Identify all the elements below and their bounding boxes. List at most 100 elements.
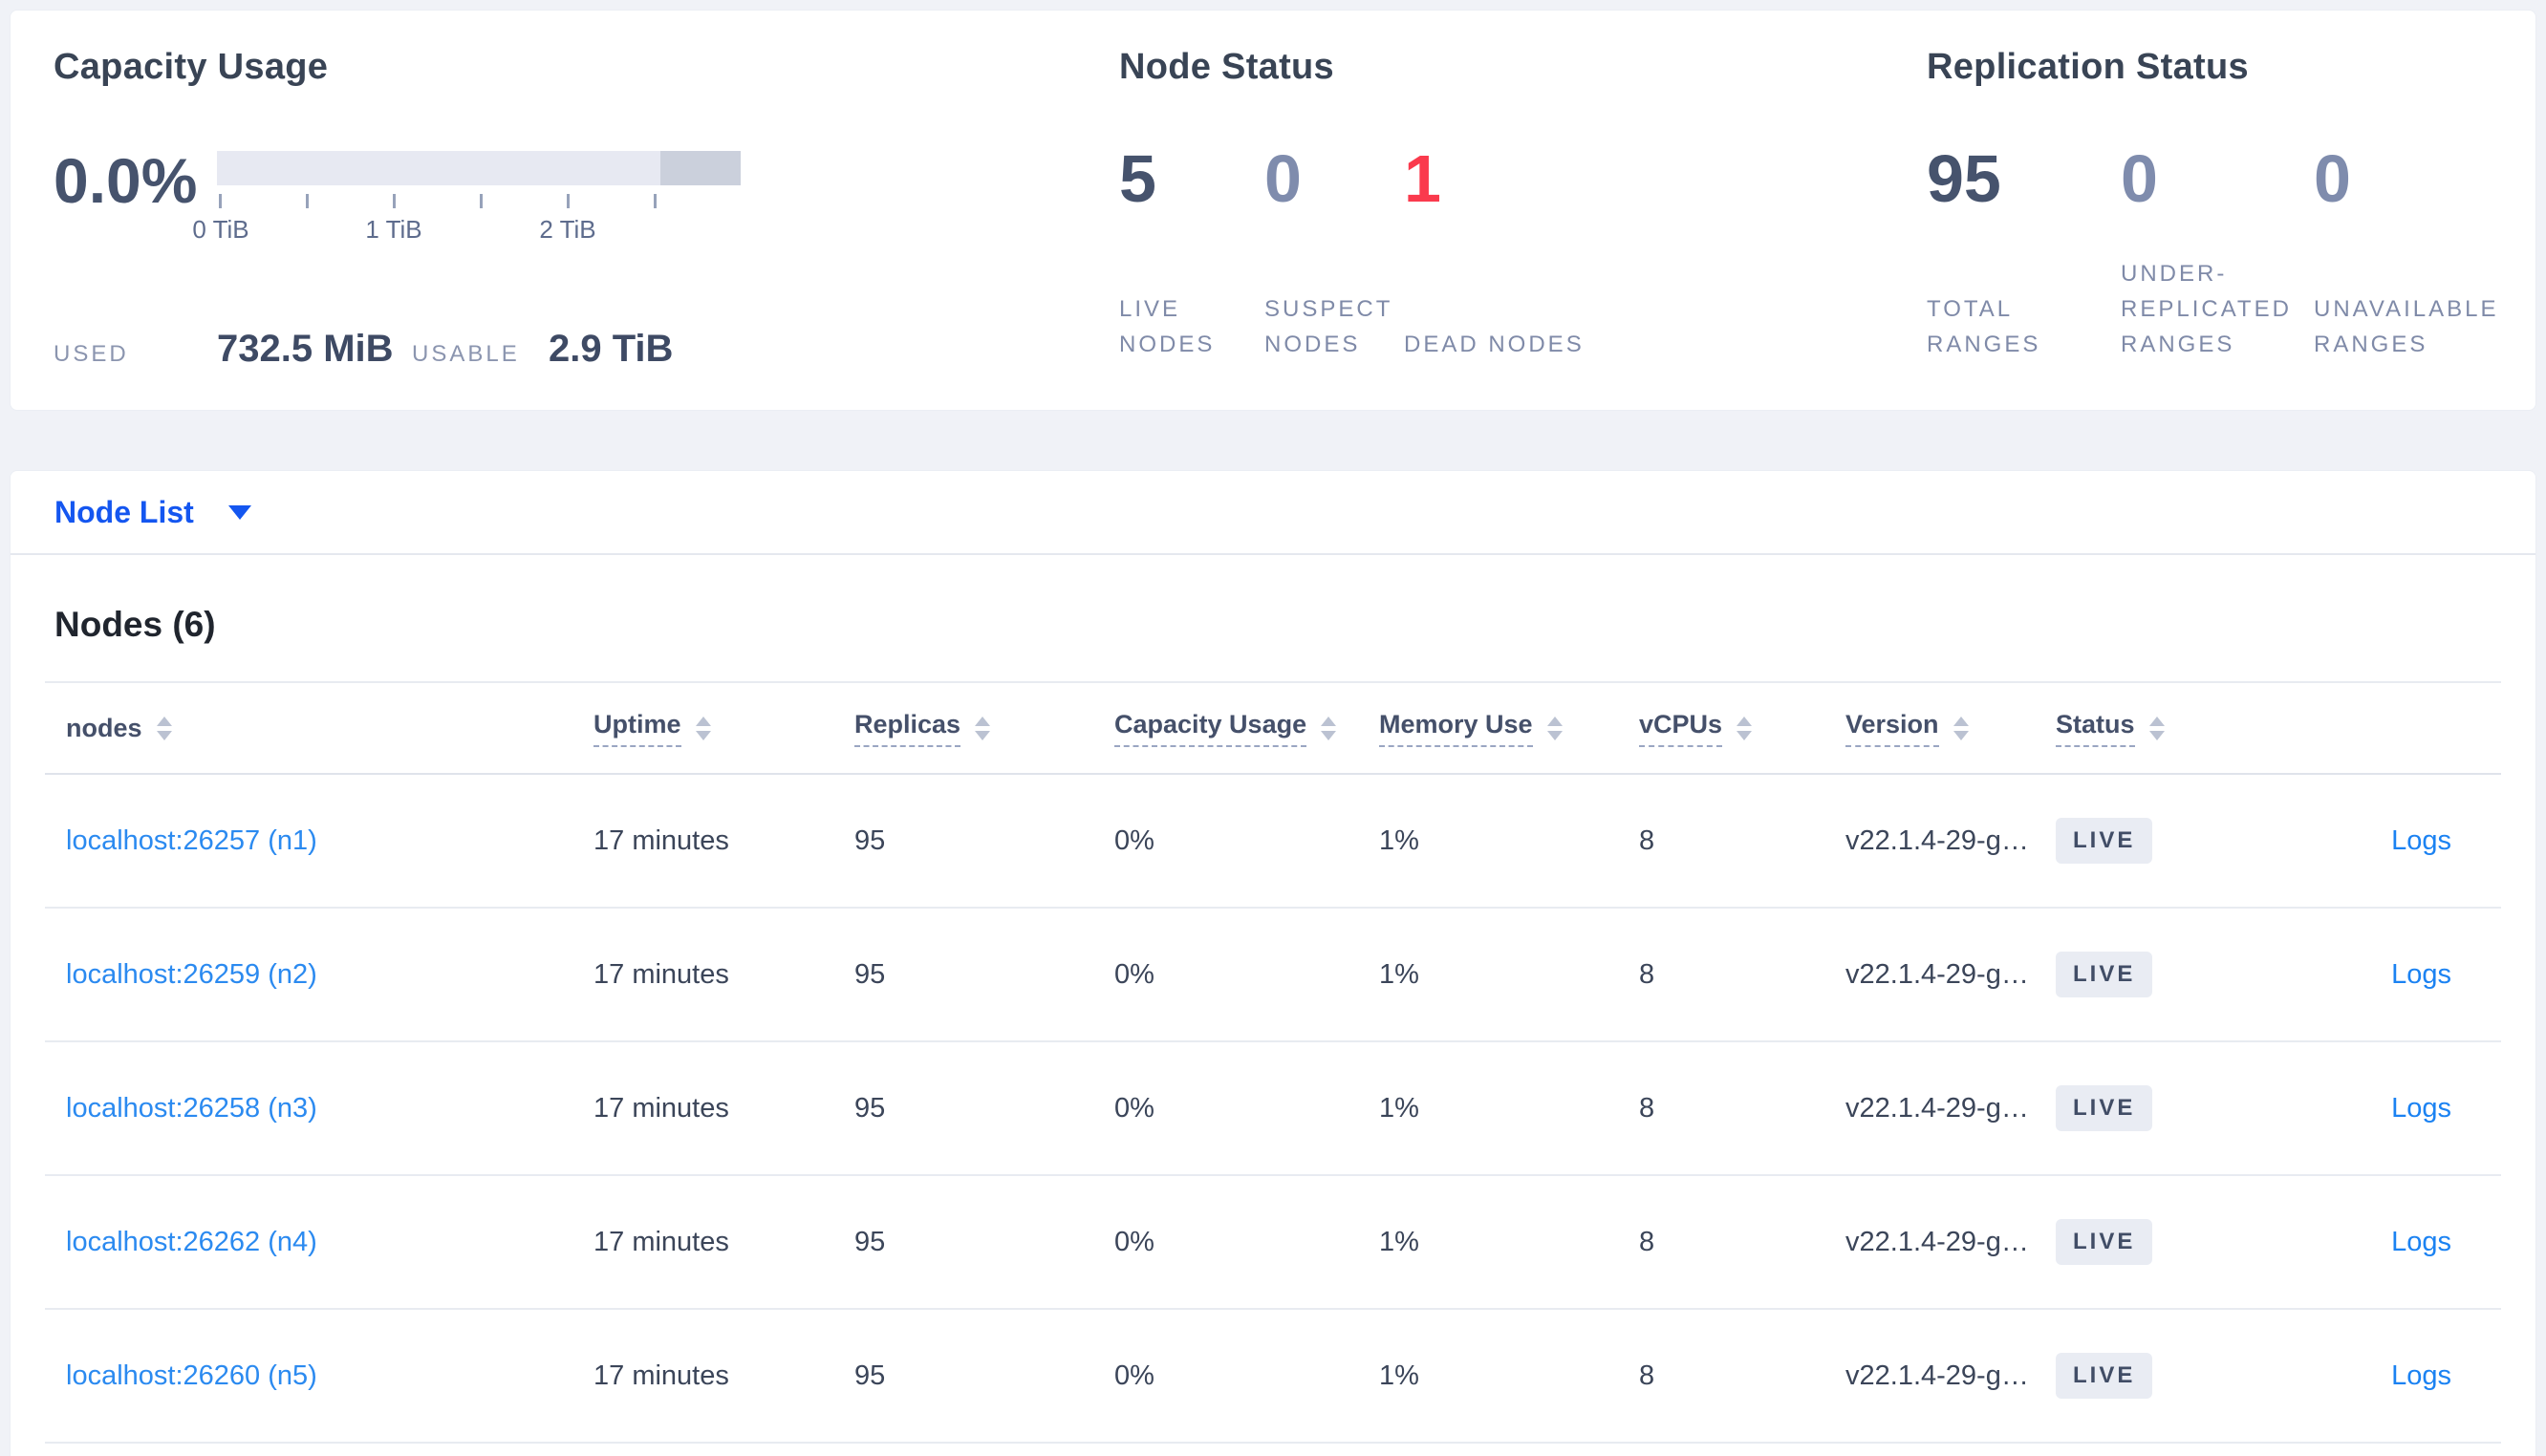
sort-icon[interactable]	[156, 716, 172, 740]
axis-tick	[654, 194, 657, 208]
nodes-section-heading: Nodes (6)	[54, 605, 216, 644]
replicas-cell: 95	[854, 1092, 886, 1124]
replication-status-title: Replication Status	[1927, 47, 2249, 87]
sort-icon[interactable]	[975, 716, 991, 740]
under-replicated-ranges-label: UNDER-REPLICATED RANGES	[2121, 261, 2292, 358]
sort-icon[interactable]	[1546, 716, 1563, 740]
memory-use-cell: 1%	[1379, 958, 1419, 990]
usable-label: USABLE	[412, 341, 520, 367]
sort-icon[interactable]	[2148, 716, 2165, 740]
live-nodes-label: LIVE NODES	[1119, 296, 1216, 358]
node-link[interactable]: localhost:26259 (n2)	[66, 958, 317, 990]
under-replicated-ranges-count: 0	[2121, 141, 2158, 216]
axis-tick	[306, 194, 309, 208]
table-row: localhost:26260 (n5) 17 minutes 95 0% 1%…	[45, 1310, 2501, 1444]
memory-use-cell: 1%	[1379, 1226, 1419, 1257]
replication-status-section: Replication Status 95 0 0 TOTAL RANGES U…	[1927, 47, 2514, 363]
memory-use-cell: 1%	[1379, 824, 1419, 856]
replicas-cell: 95	[854, 824, 886, 856]
vcpus-cell: 8	[1639, 824, 1655, 856]
column-header-version[interactable]: Version	[1845, 710, 2056, 747]
sort-icon[interactable]	[1737, 716, 1753, 740]
version-cell: v22.1.4-29-g…	[1845, 1360, 2029, 1391]
sort-icon[interactable]	[1321, 716, 1337, 740]
table-row: localhost:26259 (n2) 17 minutes 95 0% 1%…	[45, 909, 2501, 1042]
capacity-usage-cell: 0%	[1114, 958, 1154, 990]
logs-link[interactable]: Logs	[2391, 1226, 2451, 1257]
unavailable-ranges-count: 0	[2314, 141, 2351, 216]
logs-link[interactable]: Logs	[2391, 824, 2451, 856]
used-value: 732.5 MiB	[217, 328, 394, 370]
node-link[interactable]: localhost:26257 (n1)	[66, 824, 317, 856]
node-link[interactable]: localhost:26258 (n3)	[66, 1092, 317, 1124]
axis-tick-label: 0 TiB	[192, 215, 249, 244]
caret-down-icon	[227, 504, 251, 520]
used-label: USED	[54, 341, 129, 367]
axis-tick	[480, 194, 483, 208]
column-header-replicas[interactable]: Replicas	[854, 710, 1114, 747]
uptime-cell: 17 minutes	[593, 958, 729, 990]
view-selector-dropdown[interactable]: Node List	[54, 495, 251, 530]
suspect-nodes-count: 0	[1264, 141, 1302, 216]
dead-nodes-count: 1	[1404, 141, 1441, 216]
capacity-used-percent: 0.0%	[54, 145, 198, 216]
status-badge: LIVE	[2056, 1085, 2153, 1131]
vcpus-cell: 8	[1639, 1092, 1655, 1124]
uptime-cell: 17 minutes	[593, 1360, 729, 1391]
sort-icon[interactable]	[1953, 716, 1969, 740]
vcpus-cell: 8	[1639, 958, 1655, 990]
cluster-summary-panel: Capacity Usage 0.0% 0 TiB 1 TiB	[10, 10, 2536, 411]
column-header-memory-use[interactable]: Memory Use	[1379, 710, 1639, 747]
node-status-section: Node Status 5 0 1 LIVE NODES SUSPECT NOD…	[1119, 47, 1595, 363]
vcpus-cell: 8	[1639, 1360, 1655, 1391]
suspect-nodes-label: SUSPECT NODES	[1264, 296, 1392, 358]
usable-value: 2.9 TiB	[549, 328, 674, 370]
column-header-nodes[interactable]: nodes	[66, 714, 593, 743]
capacity-usage-cell: 0%	[1114, 1092, 1154, 1124]
total-ranges-count: 95	[1927, 141, 2001, 216]
view-selector-bar: Node List	[11, 471, 2535, 555]
capacity-bar-track	[217, 151, 741, 185]
axis-tick-label: 2 TiB	[539, 215, 596, 244]
logs-link[interactable]: Logs	[2391, 1360, 2451, 1391]
replicas-cell: 95	[854, 1226, 886, 1257]
node-link[interactable]: localhost:26262 (n4)	[66, 1226, 317, 1257]
sort-icon[interactable]	[695, 716, 711, 740]
version-cell: v22.1.4-29-g…	[1845, 958, 2029, 990]
node-link[interactable]: localhost:26260 (n5)	[66, 1360, 317, 1391]
vcpus-cell: 8	[1639, 1226, 1655, 1257]
memory-use-cell: 1%	[1379, 1360, 1419, 1391]
column-header-status[interactable]: Status	[2056, 710, 2342, 747]
axis-tick	[567, 194, 570, 208]
nodes-table: nodes Uptime Replicas Capacity Usage Mem…	[45, 681, 2501, 1444]
dead-nodes-label: DEAD NODES	[1404, 332, 1585, 358]
replicas-cell: 95	[854, 958, 886, 990]
uptime-cell: 17 minutes	[593, 1092, 729, 1124]
node-status-title: Node Status	[1119, 47, 1334, 87]
logs-link[interactable]: Logs	[2391, 1092, 2451, 1124]
memory-use-cell: 1%	[1379, 1092, 1419, 1124]
table-row: localhost:26257 (n1) 17 minutes 95 0% 1%…	[45, 775, 2501, 909]
view-selector-label: Node List	[54, 494, 194, 529]
table-row: localhost:26258 (n3) 17 minutes 95 0% 1%…	[45, 1042, 2501, 1176]
version-cell: v22.1.4-29-g…	[1845, 1226, 2029, 1257]
node-list-panel: Node List Nodes (6) nodes Uptime Replica…	[10, 470, 2536, 1456]
capacity-usage-title: Capacity Usage	[54, 47, 329, 87]
version-cell: v22.1.4-29-g…	[1845, 1092, 2029, 1124]
column-header-capacity-usage[interactable]: Capacity Usage	[1114, 710, 1379, 747]
axis-tick-label: 1 TiB	[365, 215, 422, 244]
column-header-vcpus[interactable]: vCPUs	[1639, 710, 1845, 747]
axis-tick	[219, 194, 222, 208]
axis-tick	[393, 194, 396, 208]
capacity-usage-section: Capacity Usage 0.0% 0 TiB 1 TiB	[54, 47, 741, 371]
uptime-cell: 17 minutes	[593, 824, 729, 856]
version-cell: v22.1.4-29-g…	[1845, 824, 2029, 856]
replicas-cell: 95	[854, 1360, 886, 1391]
capacity-bar-nonusable-segment	[660, 151, 741, 185]
total-ranges-label: TOTAL RANGES	[1927, 296, 2041, 358]
live-nodes-count: 5	[1119, 141, 1156, 216]
uptime-cell: 17 minutes	[593, 1226, 729, 1257]
capacity-axis-ticks	[217, 194, 741, 209]
column-header-uptime[interactable]: Uptime	[593, 710, 854, 747]
logs-link[interactable]: Logs	[2391, 958, 2451, 990]
